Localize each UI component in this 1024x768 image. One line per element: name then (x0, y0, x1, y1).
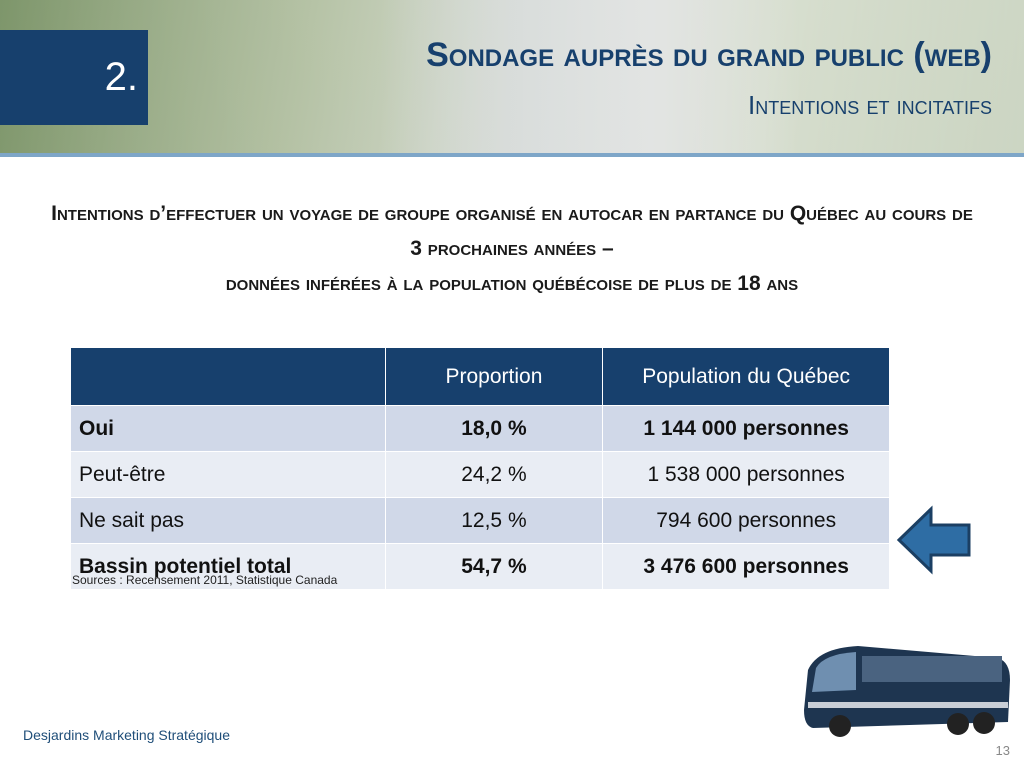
header-cell (70, 348, 386, 406)
cell: 794 600 personnes (602, 497, 890, 544)
bus-wheel (973, 712, 995, 734)
cell: 1 538 000 personnes (602, 451, 890, 498)
cell: 54,7 % (384, 543, 604, 590)
bus-wheel (829, 715, 851, 737)
header-cell: Population du Québec (602, 348, 890, 406)
cell: Oui (70, 405, 386, 452)
row: Peut-être 24,2 % 1 538 000 personnes (70, 451, 890, 498)
bus-wheel (947, 713, 969, 735)
bus-windshield (812, 652, 856, 692)
section-number: 2. (0, 30, 148, 125)
bus-windows (862, 656, 1002, 682)
banner-veil (0, 0, 1024, 155)
source-note: Sources : Recensement 2011, Statistique … (72, 573, 338, 587)
cell: Peut-être (70, 451, 386, 498)
heading: Intentions d’effectuer un voyage de grou… (30, 196, 994, 301)
row: Ne sait pas 12,5 % 794 600 personnes (70, 497, 890, 544)
arrow-shape[interactable] (896, 505, 971, 575)
page-number: 13 (995, 743, 1010, 758)
banner-rule (0, 153, 1024, 157)
bus-stripe (808, 702, 1008, 708)
cell: 24,2 % (384, 451, 604, 498)
row: Oui 18,0 % 1 144 000 personnes (70, 405, 890, 452)
cell: Bassin potentiel total (70, 543, 386, 590)
data-table: Proportion Population du Québec Oui 18,0 … (70, 348, 890, 590)
cell: 12,5 % (384, 497, 604, 544)
header-cell: Proportion (385, 348, 604, 406)
bus-image (804, 646, 1010, 737)
footer-company: Desjardins Marketing Stratégique (23, 727, 230, 743)
subtitle: Intentions et incitatifs (748, 90, 992, 120)
title: Sondage auprès du grand public (web) (426, 36, 992, 74)
cell: 3 476 600 personnes (602, 543, 890, 590)
row: Bassin potentiel total 54,7 % 3 476 600 pe… (70, 543, 890, 590)
heading-line: données inférées à la population québéco… (225, 272, 799, 295)
back-arrow[interactable] (895, 505, 975, 575)
cell: 18,0 % (384, 405, 604, 452)
cell: Ne sait pas (70, 497, 386, 544)
cell: 1 144 000 personnes (602, 405, 890, 452)
header-row: Proportion Population du Québec (70, 348, 890, 406)
heading-line: Intentions d’effectuer un voyage de grou… (51, 202, 973, 260)
